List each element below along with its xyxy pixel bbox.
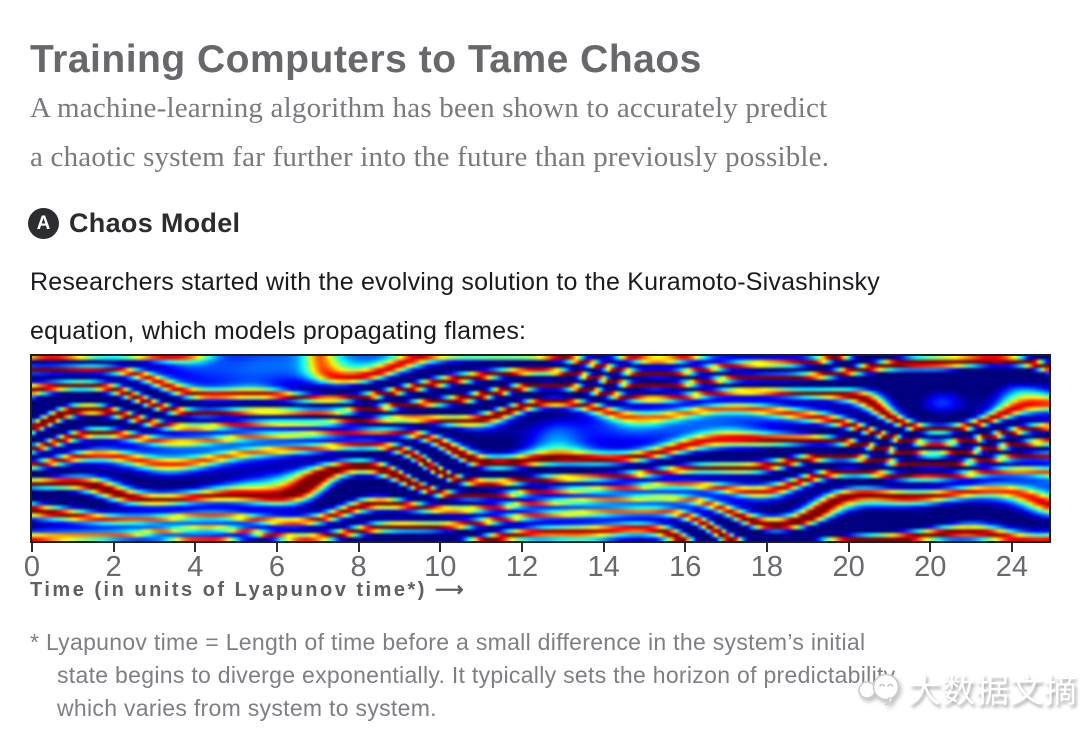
x-tick-label: 16: [669, 551, 702, 583]
x-tick: [765, 543, 768, 552]
x-tick-label: 12: [505, 551, 539, 583]
section-a-badge: A: [28, 208, 59, 239]
footnote-line: state begins to diverge exponentially. I…: [57, 662, 901, 688]
x-tick: [847, 543, 850, 552]
x-tick: [194, 543, 197, 552]
x-tick-label: 14: [587, 551, 620, 583]
x-tick-label: 8: [350, 551, 367, 583]
x-tick: [1010, 543, 1013, 552]
x-tick-label: 20: [914, 551, 947, 583]
x-tick: [357, 543, 360, 552]
x-tick-label: 10: [424, 551, 457, 583]
x-tick-label: 24: [995, 551, 1029, 583]
x-tick: [520, 543, 523, 552]
x-tick: [112, 543, 115, 552]
section-description: Researchers started with the evolving so…: [30, 258, 880, 356]
page-title: Training Computers to Tame Chaos: [30, 38, 702, 82]
watermark: 大数据文摘: [856, 664, 1078, 712]
x-tick: [684, 543, 687, 552]
bubble-face-logo-icon: [858, 673, 900, 706]
subtitle-line: a chaotic system far further into the fu…: [30, 141, 830, 173]
description-line: Researchers started with the evolving so…: [30, 268, 880, 296]
watermark-text: 大数据文摘: [908, 672, 1078, 709]
ks-heatmap-plot: [30, 354, 1051, 543]
x-tick: [439, 543, 442, 552]
x-axis: 0 2 4 6 8 10 12 14 16 18 20 20 24: [24, 543, 1051, 591]
footnote-line: * Lyapunov time = Length of time before …: [30, 629, 866, 655]
x-tick: [31, 543, 33, 552]
description-line: equation, which models propagating flame…: [30, 317, 527, 345]
x-tick: [602, 543, 605, 552]
x-tick: [275, 543, 278, 552]
x-tick-label: 20: [832, 551, 865, 583]
ks-heatmap-canvas: [32, 356, 1049, 541]
x-tick-label: 0: [23, 551, 41, 583]
x-tick-label: 4: [187, 551, 204, 583]
x-tick: [929, 543, 932, 552]
page-subtitle: A machine-learning algorithm has been sh…: [30, 84, 829, 182]
x-tick-label: 6: [268, 551, 286, 583]
footnote-line: which varies from system to system.: [57, 695, 437, 721]
section-title: Chaos Model: [69, 208, 241, 238]
subtitle-line: A machine-learning algorithm has been sh…: [30, 92, 828, 124]
x-tick-label: 18: [750, 551, 784, 583]
section-heading: A Chaos Model: [28, 208, 240, 239]
x-axis-label: Time (in units of Lyapunov time*) ⟶: [30, 579, 467, 601]
footnote: * Lyapunov time = Length of time before …: [30, 626, 900, 725]
x-tick-label: 2: [105, 551, 122, 583]
